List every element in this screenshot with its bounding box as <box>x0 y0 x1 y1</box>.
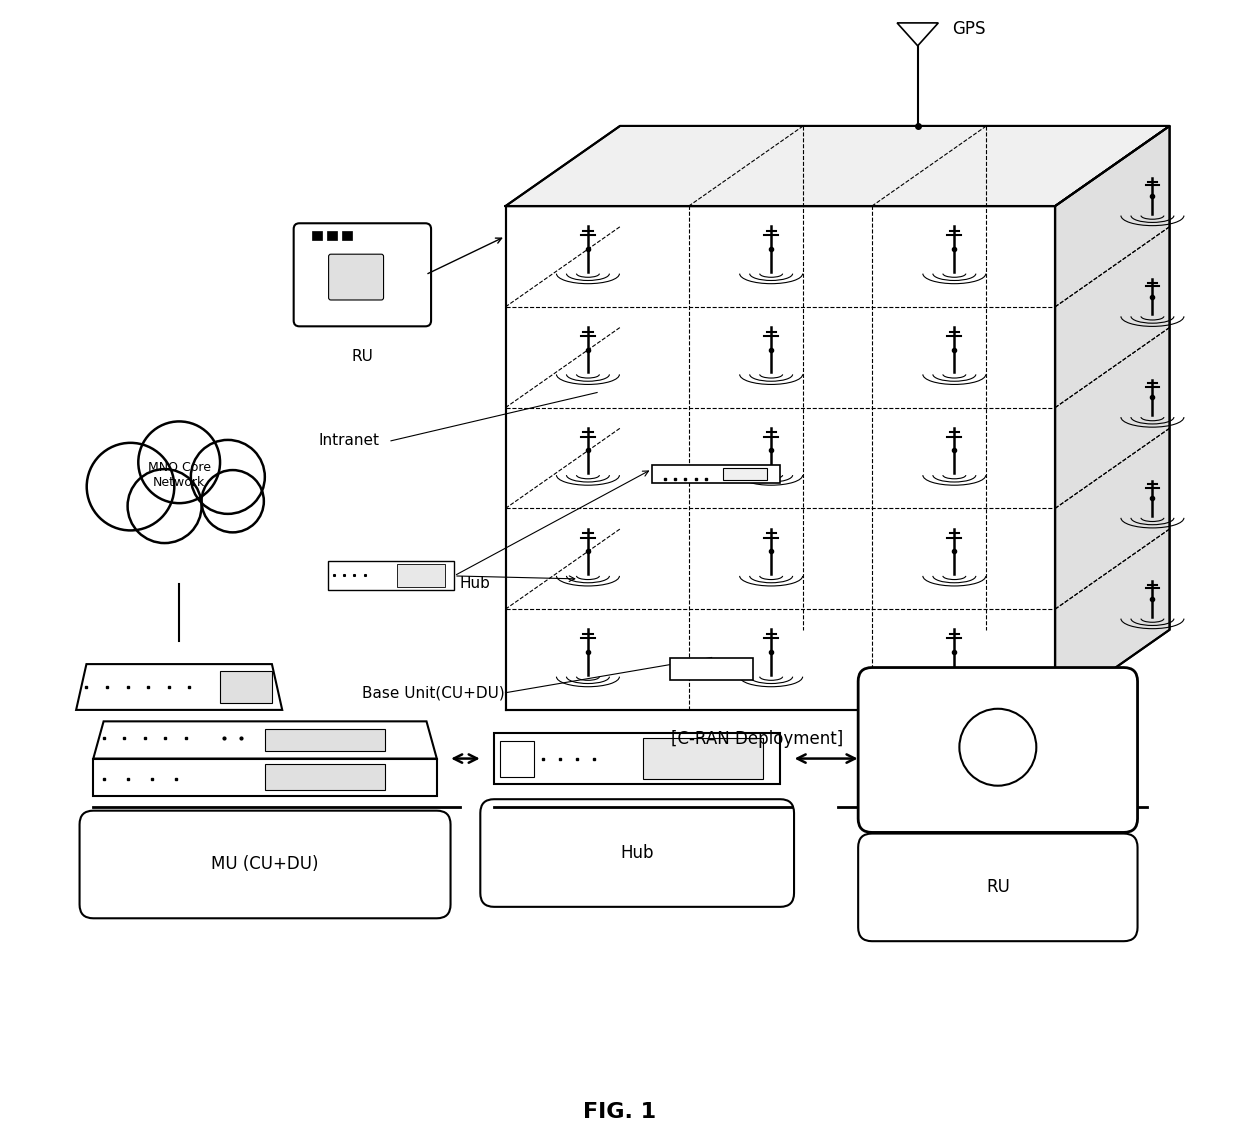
Bar <box>312 231 322 240</box>
Polygon shape <box>93 721 436 759</box>
FancyBboxPatch shape <box>858 834 1137 941</box>
Polygon shape <box>76 664 283 710</box>
Circle shape <box>191 440 265 514</box>
Text: GPS: GPS <box>952 19 986 38</box>
FancyBboxPatch shape <box>480 799 794 907</box>
FancyBboxPatch shape <box>671 657 753 680</box>
Polygon shape <box>897 23 939 46</box>
Text: Hub: Hub <box>620 844 653 862</box>
Bar <box>342 231 352 240</box>
Text: RU: RU <box>986 878 1009 897</box>
FancyBboxPatch shape <box>221 671 272 703</box>
FancyBboxPatch shape <box>265 764 386 790</box>
Circle shape <box>87 443 175 530</box>
FancyBboxPatch shape <box>397 564 445 587</box>
FancyBboxPatch shape <box>642 739 763 780</box>
FancyBboxPatch shape <box>79 811 450 918</box>
Circle shape <box>128 469 202 543</box>
Text: Base Unit(CU+DU): Base Unit(CU+DU) <box>362 685 505 701</box>
FancyBboxPatch shape <box>329 561 454 590</box>
FancyBboxPatch shape <box>652 465 780 483</box>
Circle shape <box>139 421 219 503</box>
FancyBboxPatch shape <box>329 254 383 300</box>
Polygon shape <box>1055 126 1169 710</box>
FancyBboxPatch shape <box>500 741 534 776</box>
Text: MNO Core
Network: MNO Core Network <box>148 461 211 489</box>
FancyBboxPatch shape <box>294 223 432 326</box>
FancyBboxPatch shape <box>93 759 436 796</box>
FancyBboxPatch shape <box>494 733 780 784</box>
Polygon shape <box>506 206 1055 710</box>
Text: [C-RAN Deployment]: [C-RAN Deployment] <box>671 729 843 748</box>
Circle shape <box>960 709 1037 785</box>
FancyBboxPatch shape <box>858 668 1137 832</box>
FancyBboxPatch shape <box>265 729 386 751</box>
Bar <box>327 231 337 240</box>
Text: MU (CU+DU): MU (CU+DU) <box>211 855 319 874</box>
Polygon shape <box>506 126 1169 206</box>
Text: Hub: Hub <box>460 576 491 592</box>
Text: Intranet: Intranet <box>319 433 379 449</box>
Text: RU: RU <box>351 349 373 364</box>
FancyBboxPatch shape <box>723 468 768 481</box>
Circle shape <box>202 471 264 532</box>
Text: FIG. 1: FIG. 1 <box>584 1103 656 1122</box>
